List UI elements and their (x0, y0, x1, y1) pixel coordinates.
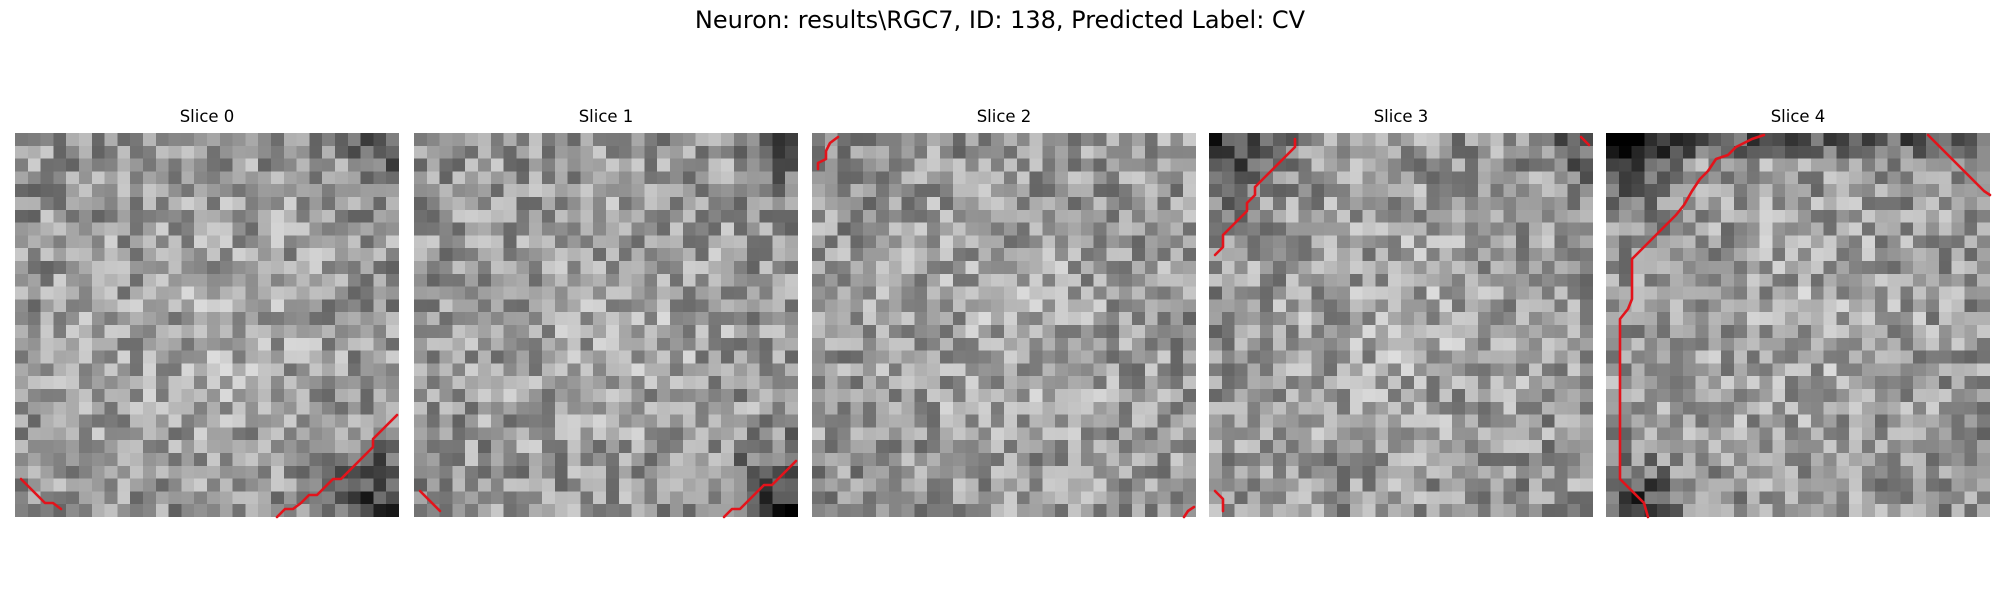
contour-overlay (1213, 135, 1591, 513)
figure-title: Neuron: results\RGC7, ID: 138, Predicted… (694, 6, 1306, 34)
slice-title: Slice 0 (179, 107, 235, 126)
contour-line (275, 413, 399, 519)
contour-line (1213, 489, 1225, 513)
contour-line (816, 135, 840, 171)
slice-image (414, 133, 798, 517)
contour-line (722, 459, 798, 519)
contour-overlay (816, 135, 1196, 519)
slice-image (1209, 133, 1593, 517)
contour-overlay (1618, 133, 1992, 519)
contour-line (1213, 137, 1297, 257)
contour-line (1618, 133, 1766, 519)
contour-line (1182, 505, 1196, 519)
slice-title: Slice 1 (578, 107, 634, 126)
slice-title: Slice 4 (1770, 107, 1826, 126)
contour-line (1926, 133, 1992, 197)
contour-overlay (418, 459, 798, 519)
contour-line (418, 489, 442, 513)
contour-line (19, 477, 63, 511)
slice-title: Slice 2 (976, 107, 1032, 126)
contour-overlay (19, 413, 399, 519)
contour-line (1579, 135, 1591, 147)
slice-image (1606, 133, 1990, 517)
slice-image (15, 133, 399, 517)
slice-title: Slice 3 (1373, 107, 1429, 126)
slice-image (812, 133, 1196, 517)
